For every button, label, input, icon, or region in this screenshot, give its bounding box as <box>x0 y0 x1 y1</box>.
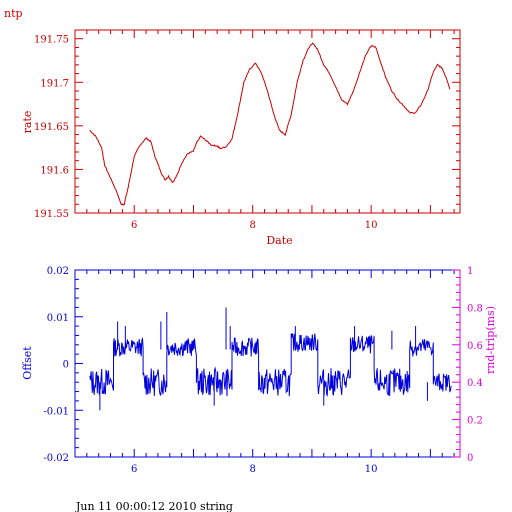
corner-label: ntp <box>4 7 23 20</box>
offset-series-line <box>89 333 452 397</box>
offset-chart: 6 8 10 -0.02 -0.01 0 0.01 0.02 0 0.2 0.4 0.6 0.8 1 Off… <box>21 266 497 475</box>
y2-tick-label: 1 <box>467 266 473 277</box>
x-tick-label: 8 <box>250 464 256 475</box>
y-tick-label: 191.6 <box>40 165 69 176</box>
y-tick-label: 0.02 <box>47 266 69 277</box>
x-tick-label: 6 <box>131 220 137 231</box>
x-tick-label: 6 <box>131 464 137 475</box>
x-tick-label: 10 <box>365 220 378 231</box>
y2-tick-label: 0.2 <box>467 416 483 427</box>
y2-axis-title: rnd-trip(ms) <box>484 306 497 374</box>
y-tick-label: 191.55 <box>34 209 69 220</box>
y2-tick-label: 0.8 <box>467 303 483 314</box>
y2-tick-label: 0.6 <box>467 341 483 352</box>
footer-timestamp: Jun 11 00:00:12 2010 string <box>75 500 233 512</box>
x-tick-label: 10 <box>365 464 378 475</box>
y2-tick-label: 0.4 <box>467 378 483 389</box>
x-axis-title: Date <box>266 234 292 247</box>
y2-tick-label: 0 <box>467 453 473 464</box>
y-tick-label: 0.01 <box>47 313 69 324</box>
y-tick-label: -0.02 <box>43 453 69 464</box>
y-tick-label: 191.75 <box>34 35 69 46</box>
plot-frame <box>74 269 461 458</box>
y-tick-label: -0.01 <box>43 406 69 417</box>
y-tick-label: 0 <box>63 360 69 371</box>
rate-chart: 6 8 10 191.55 191.6 191.65 191.7 191.75 Date rate <box>21 29 461 247</box>
y-axis-title: rate <box>21 111 34 134</box>
y-axis-title: Offset <box>21 346 34 380</box>
y-tick-label: 191.7 <box>40 78 69 89</box>
x-tick-label: 8 <box>250 220 256 231</box>
plot-frame <box>74 29 461 214</box>
rate-series-line <box>89 42 451 206</box>
y-tick-label: 191.65 <box>34 122 69 133</box>
